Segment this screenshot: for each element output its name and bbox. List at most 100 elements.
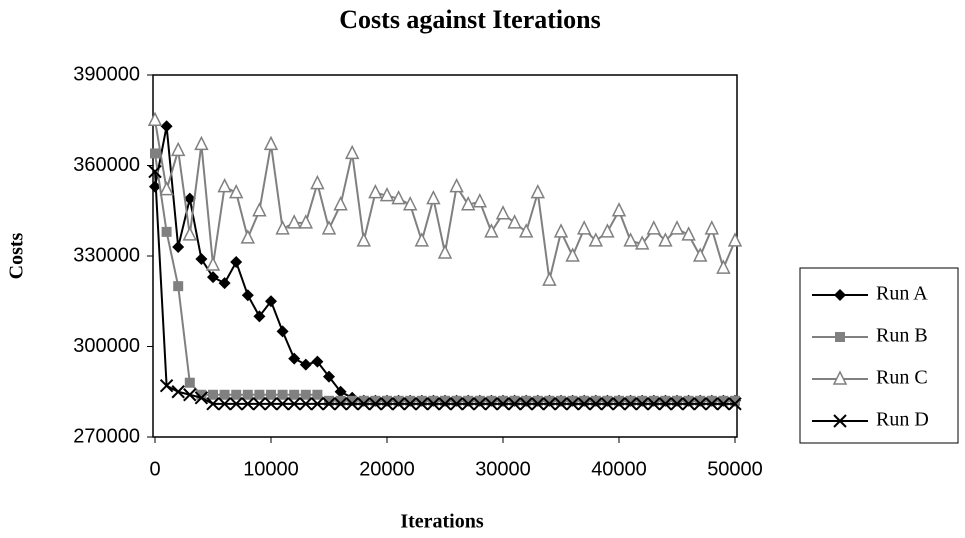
marker xyxy=(428,395,439,406)
marker xyxy=(648,395,659,406)
marker xyxy=(298,214,314,229)
marker xyxy=(660,395,671,406)
marker xyxy=(716,259,731,274)
marker xyxy=(463,395,474,406)
marker xyxy=(438,397,452,411)
marker xyxy=(730,395,740,406)
marker xyxy=(391,397,406,411)
marker xyxy=(207,271,219,284)
marker xyxy=(519,397,533,411)
marker xyxy=(310,174,325,190)
marker xyxy=(357,397,371,411)
marker xyxy=(402,196,418,211)
marker xyxy=(231,389,242,400)
marker xyxy=(576,220,592,235)
marker xyxy=(556,395,566,406)
marker xyxy=(415,397,429,411)
legend-label: Run A xyxy=(876,283,928,305)
marker xyxy=(324,395,334,406)
marker xyxy=(323,370,335,383)
marker xyxy=(461,397,475,411)
marker xyxy=(670,397,684,411)
marker xyxy=(288,352,301,365)
marker xyxy=(183,192,196,205)
marker xyxy=(228,183,244,199)
marker xyxy=(196,389,207,400)
marker xyxy=(565,397,580,411)
marker xyxy=(509,395,520,406)
marker xyxy=(173,281,184,292)
x-tick-label: 10000 xyxy=(243,458,299,480)
marker xyxy=(612,397,626,411)
marker xyxy=(472,193,488,208)
marker xyxy=(242,389,253,400)
marker xyxy=(276,325,289,338)
marker xyxy=(160,120,173,133)
marker xyxy=(205,256,221,271)
marker xyxy=(172,240,185,253)
marker xyxy=(623,397,638,411)
marker xyxy=(403,397,417,411)
marker xyxy=(426,397,441,411)
marker xyxy=(382,395,392,406)
marker xyxy=(498,395,508,406)
marker xyxy=(716,397,731,411)
marker xyxy=(159,379,174,393)
y-tick-label: 300000 xyxy=(73,335,140,357)
marker xyxy=(692,247,708,262)
marker xyxy=(356,232,372,247)
marker xyxy=(218,277,231,290)
marker xyxy=(300,389,311,400)
marker xyxy=(658,397,673,411)
marker xyxy=(496,397,510,411)
marker xyxy=(254,389,265,400)
marker xyxy=(440,395,450,406)
marker xyxy=(312,389,323,400)
marker xyxy=(611,202,627,217)
marker xyxy=(625,395,636,406)
marker xyxy=(265,295,277,308)
marker xyxy=(542,271,557,286)
marker xyxy=(577,397,591,411)
marker xyxy=(437,244,453,259)
x-axis-label: Iterations xyxy=(400,511,484,533)
marker xyxy=(287,397,301,411)
marker xyxy=(681,397,696,411)
x-tick-label: 20000 xyxy=(359,458,415,480)
marker xyxy=(553,223,569,238)
legend-box xyxy=(799,267,959,444)
y-axis-label: Costs xyxy=(6,232,28,279)
marker xyxy=(241,397,255,411)
marker xyxy=(170,141,186,157)
marker xyxy=(637,395,648,406)
marker xyxy=(623,232,638,247)
marker xyxy=(322,397,336,411)
marker xyxy=(370,395,381,406)
marker xyxy=(275,397,290,411)
legend-label: Run B xyxy=(876,325,928,347)
marker xyxy=(252,202,267,217)
marker xyxy=(544,395,555,406)
marker xyxy=(532,395,543,406)
marker xyxy=(184,377,195,388)
marker xyxy=(531,397,545,411)
marker xyxy=(486,395,497,406)
marker xyxy=(473,397,487,411)
marker xyxy=(647,397,661,411)
marker xyxy=(589,397,603,411)
marker xyxy=(518,223,534,238)
marker xyxy=(718,395,729,406)
marker xyxy=(693,397,707,411)
marker xyxy=(289,389,300,400)
marker xyxy=(588,232,604,247)
x-tick-label: 30000 xyxy=(475,458,531,480)
marker xyxy=(449,177,464,193)
marker xyxy=(530,183,546,199)
marker xyxy=(727,232,743,247)
marker xyxy=(542,397,557,411)
marker xyxy=(600,223,615,238)
chart-title: Costs against Iterations xyxy=(339,5,600,34)
marker xyxy=(321,220,337,235)
x-tick-label: 50000 xyxy=(707,458,763,480)
y-tick-label: 360000 xyxy=(73,154,140,176)
